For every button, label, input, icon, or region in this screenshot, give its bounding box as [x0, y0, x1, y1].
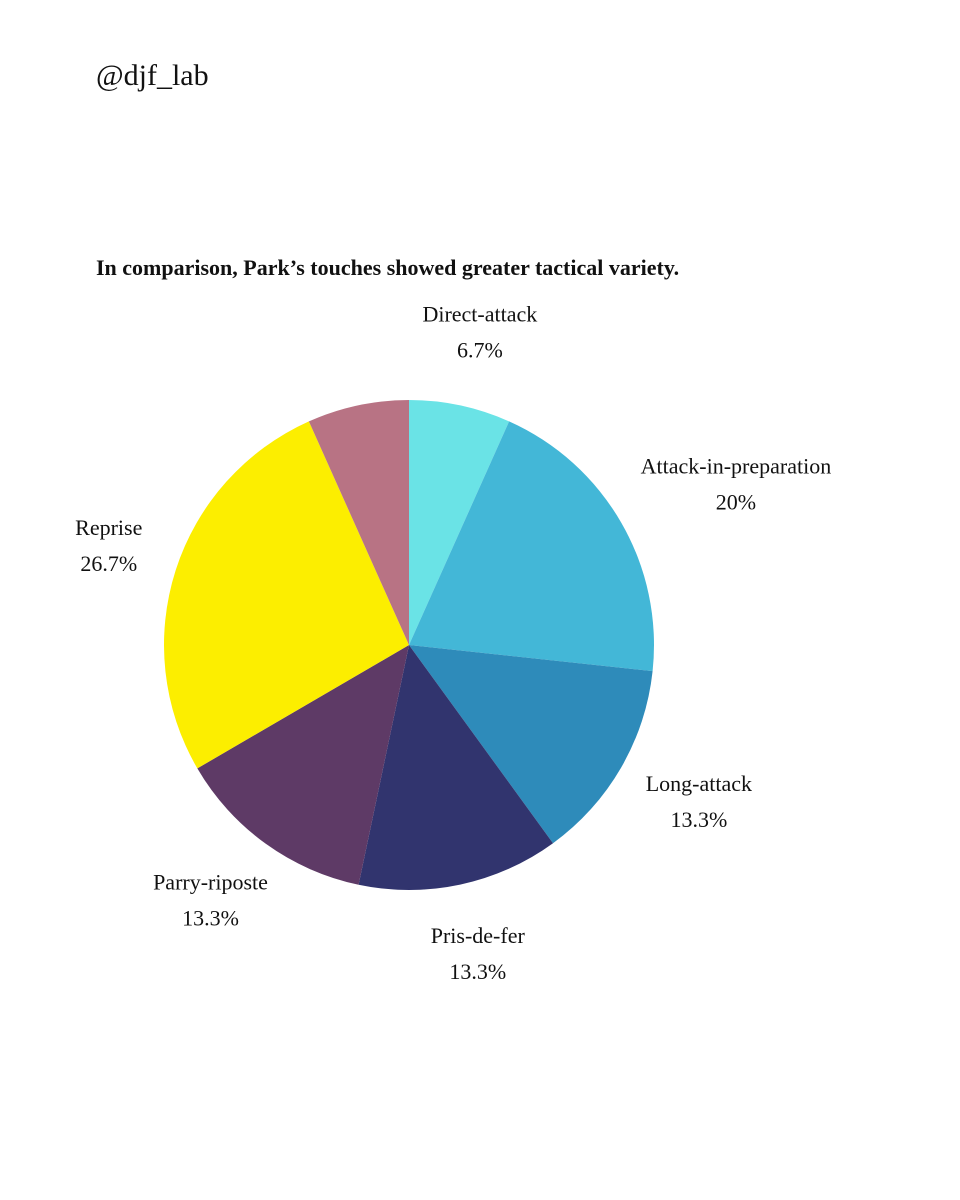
slice-label: Reprise [75, 515, 142, 540]
slice-label: Direct-attack [422, 301, 537, 326]
slice-value-label: 13.3% [182, 906, 239, 931]
slice-value-label: 6.7% [457, 337, 503, 362]
slice-label: Parry-riposte [153, 870, 268, 895]
pie-slice [163, 421, 409, 769]
slice-value-label: 26.7% [80, 551, 137, 576]
slice-value-label: 20% [716, 490, 756, 515]
pie-slice [409, 400, 510, 645]
handle: @djf_lab [96, 59, 209, 92]
pie-slice [308, 400, 409, 645]
chart-title: In comparison, Park’s touches showed gre… [96, 255, 679, 280]
slice-label: Attack-in-preparation [641, 454, 832, 479]
pie-slice [358, 645, 554, 890]
slice-value-label: 13.3% [449, 959, 506, 984]
slice-value-label: 13.3% [670, 807, 727, 832]
slice-label: Pris-de-fer [431, 923, 526, 948]
pie-slice [409, 421, 655, 672]
slice-label: Long-attack [646, 771, 752, 796]
pie-slice [409, 645, 653, 844]
pie-slice [197, 645, 409, 885]
